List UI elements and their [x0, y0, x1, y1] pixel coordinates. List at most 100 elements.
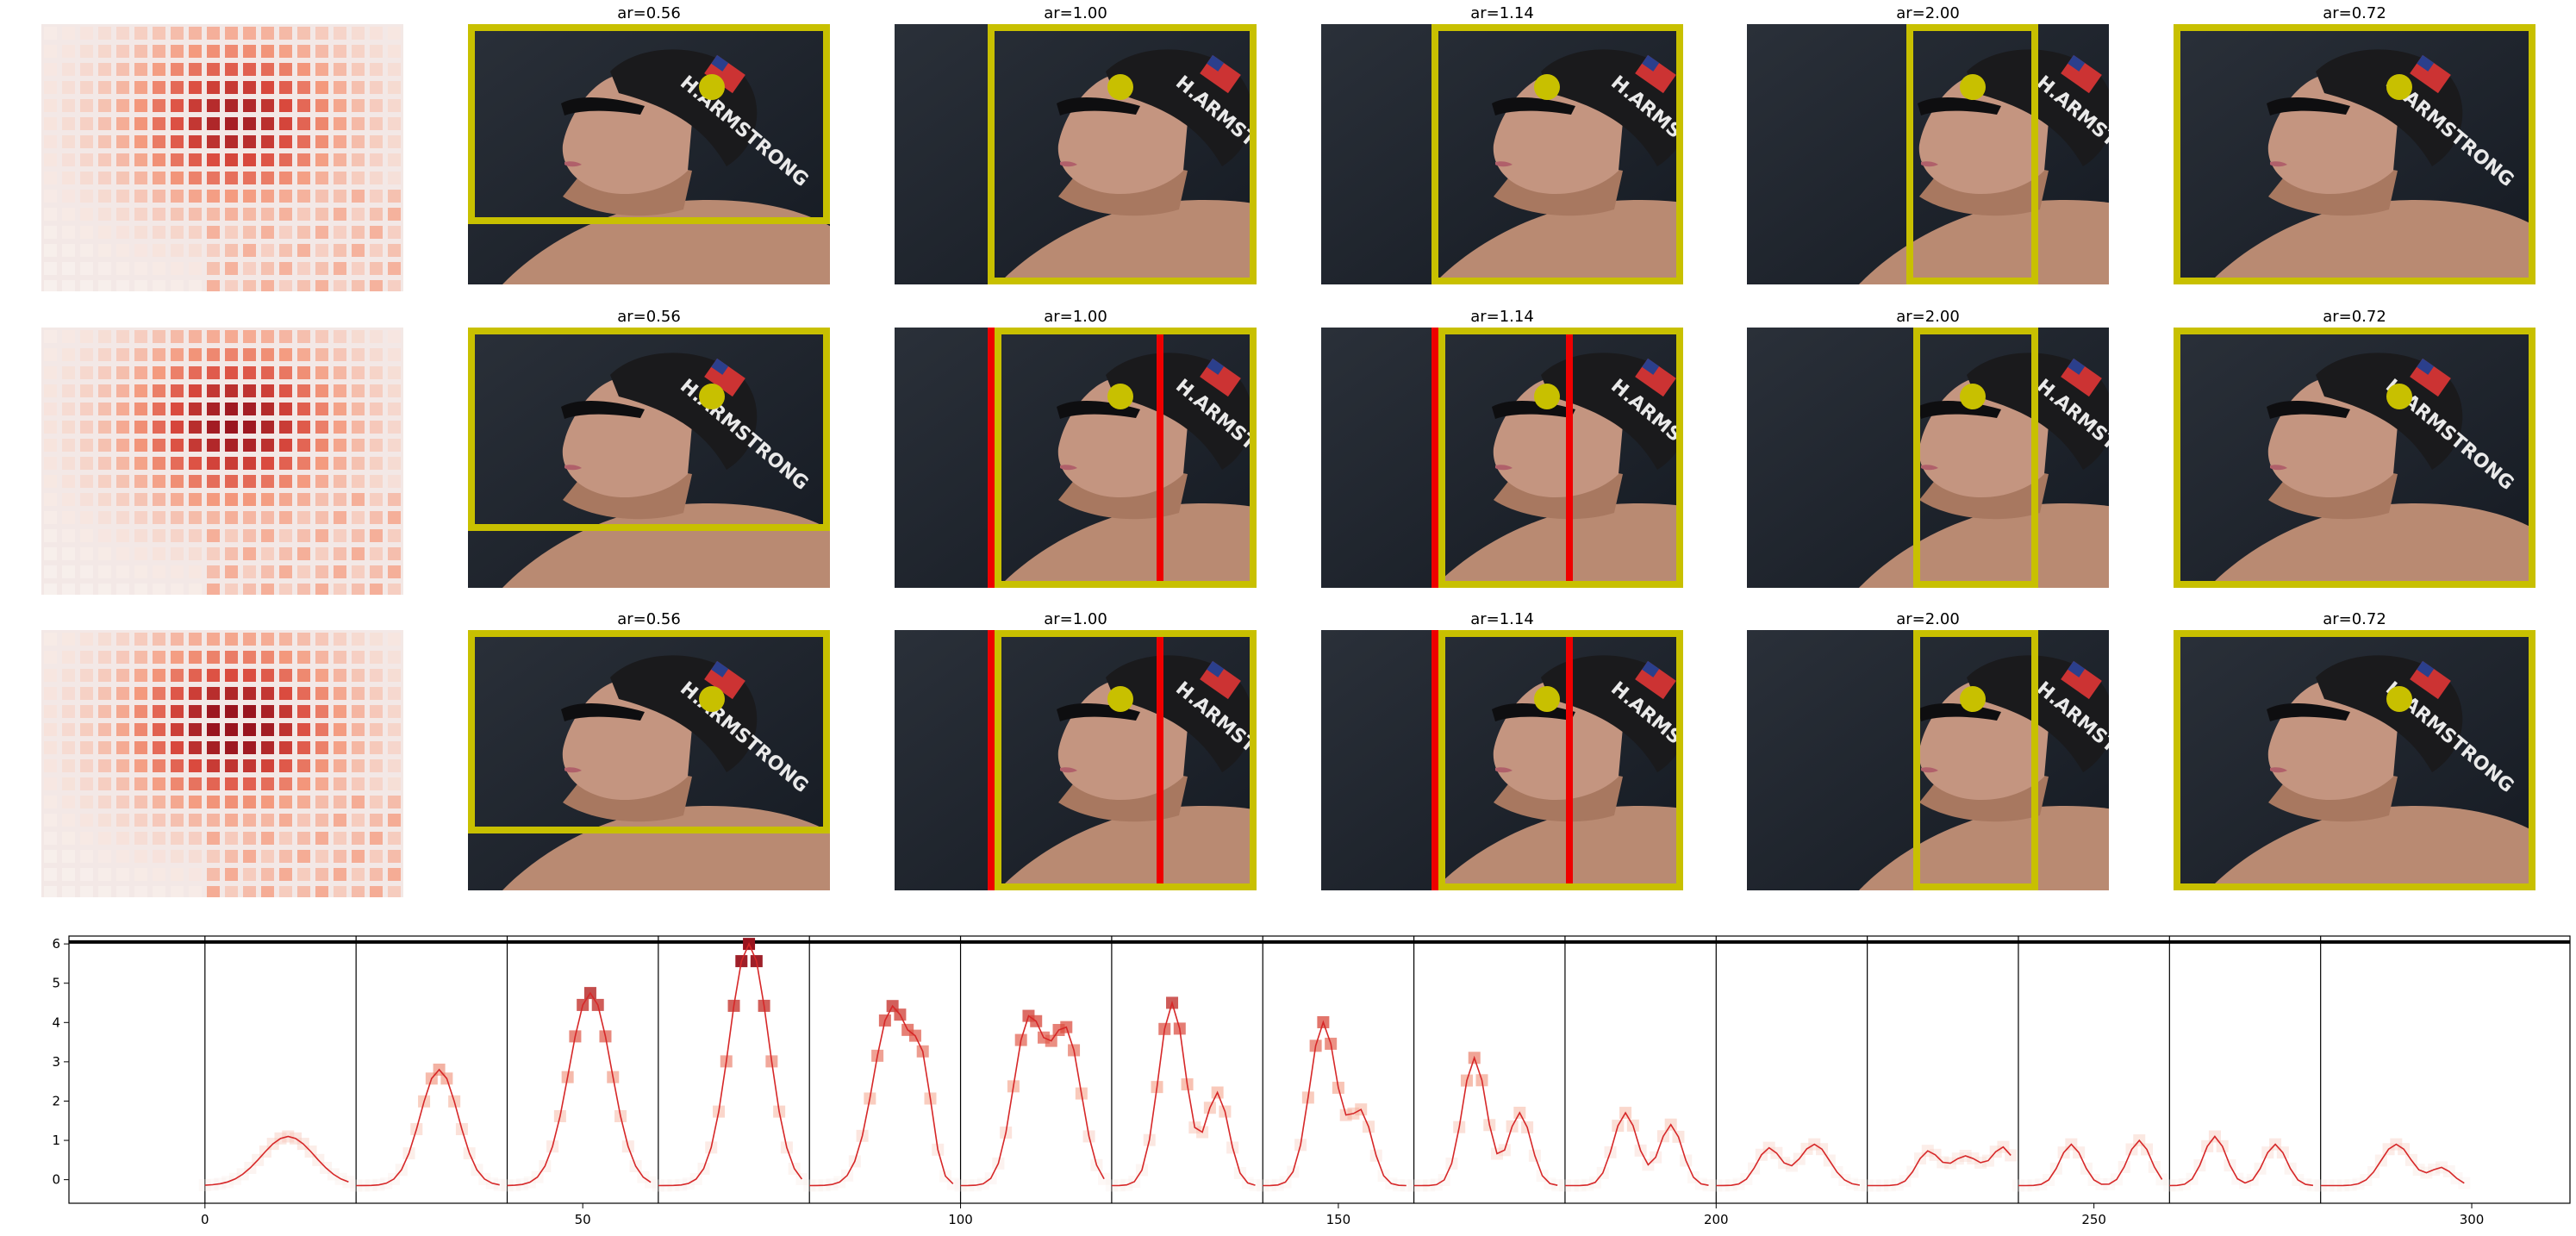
heatmap-cell [261, 511, 274, 524]
heatmap-cell [243, 384, 256, 397]
heatmap-cell [315, 226, 328, 239]
series-line-segment [1413, 1055, 1558, 1187]
heatmap-cell [189, 814, 202, 827]
panel-title: ar=0.56 [617, 4, 681, 22]
heatmap-cell [207, 832, 220, 845]
heatmap-cell [225, 244, 238, 257]
heatmap-cell [388, 493, 401, 506]
heatmap-cell [352, 366, 365, 379]
center-dot [1534, 74, 1560, 100]
heatmap-cell [315, 348, 328, 361]
heatmap-cell [98, 511, 111, 524]
heatmap-cell [189, 421, 202, 434]
heatmap-cell [279, 687, 292, 700]
heatmap-cell [62, 190, 75, 203]
heatmap-cell [153, 796, 165, 808]
heatmap-cell [279, 547, 292, 560]
heatmap-cell [388, 759, 401, 772]
heatmap-cell [279, 384, 292, 397]
heatmap-cell [297, 796, 310, 808]
heatmap-cell [297, 475, 310, 488]
data-marker [2314, 1179, 2327, 1192]
heatmap-cell [207, 529, 220, 542]
data-marker [1407, 1179, 1420, 1192]
heatmap-cell [134, 226, 147, 239]
heatmap-cell [334, 584, 346, 595]
heatmap-cell [207, 262, 220, 275]
heatmap-cell [243, 868, 256, 881]
heatmap-cell [315, 832, 328, 845]
heatmap-cell [334, 475, 346, 488]
heatmap-cell [116, 99, 129, 112]
center-dot [1960, 686, 1986, 712]
heatmap-cell [370, 117, 383, 130]
heatmap-cell [297, 190, 310, 203]
heatmap-cell [44, 669, 57, 682]
heatmap-cell [352, 529, 365, 542]
heatmap-cell [189, 403, 202, 415]
heatmap-cell [80, 723, 93, 736]
heatmap-cell [153, 81, 165, 94]
heatmap-cell [334, 850, 346, 863]
heatmap-cell [370, 565, 383, 578]
heatmap-cell [153, 366, 165, 379]
heatmap-cell [116, 493, 129, 506]
heatmap-cell [279, 493, 292, 506]
heatmap-cell [207, 117, 220, 130]
heatmap-cell [171, 565, 184, 578]
heatmap-cell [62, 687, 75, 700]
heatmap-cell [44, 651, 57, 664]
heatmap-cell [370, 63, 383, 76]
heatmap-cell [62, 81, 75, 94]
heatmap-cell [153, 45, 165, 58]
heatmap-cell [334, 687, 346, 700]
heatmap-cell [334, 262, 346, 275]
heatmap-cell [62, 584, 75, 595]
heatmap-cell [225, 172, 238, 184]
heatmap-cell [243, 172, 256, 184]
swimmer-photo: H.ARMSTRONG [1321, 630, 1683, 890]
x-tick-label: 150 [1326, 1212, 1351, 1227]
yellow-crop-box [2174, 630, 2535, 890]
heatmap-cell [261, 348, 274, 361]
heatmap-cell [171, 226, 184, 239]
yellow-crop-box [468, 24, 830, 224]
heatmap-cell [98, 796, 111, 808]
heatmap-cell [98, 493, 111, 506]
heatmap-cell [352, 280, 365, 291]
heatmap-cell [98, 723, 111, 736]
heatmap-cell [44, 99, 57, 112]
heatmap-cell [134, 45, 147, 58]
heatmap-cell [171, 403, 184, 415]
heatmap-cell [207, 439, 220, 452]
heatmap-cell [370, 475, 383, 488]
series-line-segment [1564, 1111, 1709, 1187]
heatmap-cell [370, 457, 383, 470]
heatmap-cell [62, 172, 75, 184]
panel-title: ar=2.00 [1896, 308, 1960, 326]
heatmap-cell [116, 511, 129, 524]
heatmap-cell [352, 45, 365, 58]
heatmap-cell [171, 584, 184, 595]
heatmap-cell [279, 63, 292, 76]
heatmap-cell [116, 584, 129, 595]
heatmap-cell [297, 135, 310, 148]
heatmap-cell [352, 439, 365, 452]
heatmap-cell [62, 814, 75, 827]
heatmap-cell [134, 529, 147, 542]
heatmap-cell [261, 153, 274, 166]
heatmap-cell [44, 384, 57, 397]
heatmap-cell [134, 384, 147, 397]
heatmap-cell [225, 457, 238, 470]
heatmap-cell [315, 687, 328, 700]
heatmap-cell [261, 529, 274, 542]
heatmap-cell [134, 814, 147, 827]
heatmap-cell [44, 633, 57, 646]
heatmap-cell [98, 868, 111, 881]
heatmap-cell [261, 421, 274, 434]
heatmap-cell [261, 759, 274, 772]
heatmap-cell [352, 99, 365, 112]
heatmap-cell [44, 814, 57, 827]
heatmap-cell [370, 99, 383, 112]
heatmap-cell [370, 421, 383, 434]
